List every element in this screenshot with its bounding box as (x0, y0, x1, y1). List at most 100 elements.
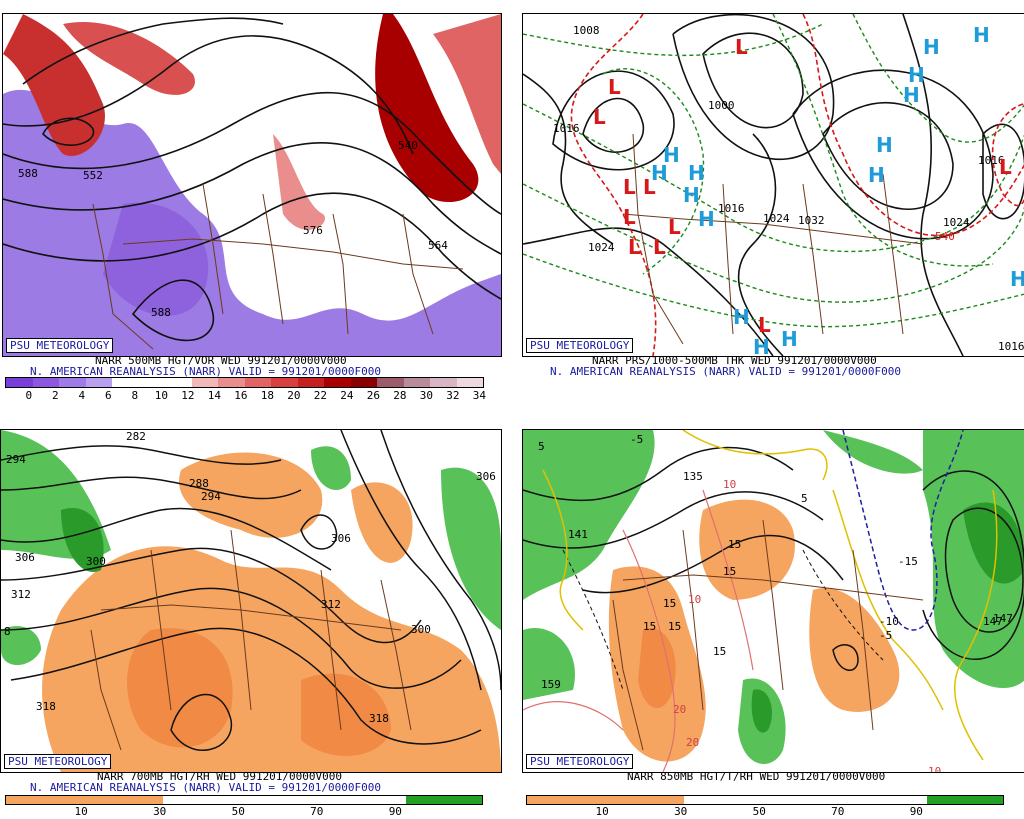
colorbar-tick-label: 70 (831, 805, 845, 818)
colorbar-tick-label: 10 (154, 389, 168, 402)
colorbar-tick-label: 8 (131, 389, 139, 402)
colorbar-swatch (377, 378, 404, 387)
low-pressure-marker: L (593, 105, 606, 129)
contour-label: 564 (428, 239, 448, 252)
colorbar-swatch (32, 378, 59, 387)
high-pressure-marker: H (688, 161, 705, 185)
colorbar-swatch (6, 378, 33, 387)
temperature-label: 10 (723, 478, 736, 491)
isobar-label: 1024 (588, 241, 615, 254)
high-pressure-marker: H (698, 207, 715, 231)
contour-label: 306 (331, 532, 351, 545)
high-pressure-marker: H (868, 163, 885, 187)
colorbar-tick-label: 50 (231, 805, 245, 818)
contour-label: 312 (321, 598, 341, 611)
contour-label: 318 (369, 712, 389, 725)
low-pressure-marker: L (628, 235, 641, 259)
panel-500mb-vorticity: 576 588 552 540 564 588 PSU METEOROLOGY … (0, 0, 512, 410)
low-pressure-marker: L (653, 235, 666, 259)
temperature-label: 5 (801, 492, 808, 505)
thickness-label: 540 (935, 230, 955, 243)
colorbar-swatch (350, 378, 377, 387)
map-700mb-humidity: 282 288 294 306 300 312 306 312 300 318 … (0, 429, 502, 773)
colorbar-tick-label: 30 (419, 389, 433, 402)
contour-label: 306 (15, 551, 35, 564)
temperature-label: -15 (898, 555, 918, 568)
low-pressure-marker: L (735, 35, 748, 59)
temperature-850-map-graphic: 135 141 147 159 -5 5 15 15 15 15 15 15 1… (523, 430, 1024, 772)
temperature-label: 20 (673, 703, 686, 716)
colorbar-tick-label: 70 (310, 805, 324, 818)
humidity-colorbar (526, 795, 1004, 805)
colorbar-tick-label: 0 (25, 389, 33, 402)
map-pressure-thickness: 1008 1016 1024 1000 1016 1024 1032 1024 … (522, 13, 1024, 357)
psu-meteorology-badge: PSU METEOROLOGY (4, 754, 112, 769)
humidity-scale-labels: 10 30 50 70 90 (5, 805, 481, 818)
high-pressure-marker: H (923, 35, 940, 59)
contour-label: 552 (83, 169, 103, 182)
temperature-label: 5 (538, 440, 545, 453)
vorticity-colorbar (5, 377, 484, 388)
contour-label: 588 (18, 167, 38, 180)
contour-label: 147 (993, 612, 1013, 625)
colorbar-tick-label: 32 (446, 389, 460, 402)
chart-subtitle: N. AMERICAN REANALYSIS (NARR) VALID = 99… (30, 365, 381, 378)
high-pressure-marker: H (876, 133, 893, 157)
low-pressure-marker: L (623, 175, 636, 199)
colorbar-tick-label: 2 (52, 389, 59, 402)
high-pressure-marker: H (1010, 267, 1024, 291)
contour-label: 294 (6, 453, 26, 466)
psu-meteorology-badge: PSU METEOROLOGY (526, 338, 634, 353)
temperature-label: -5 (879, 629, 892, 642)
colorbar-tick-label: 34 (472, 389, 486, 402)
colorbar-tick-label: 10 (74, 805, 88, 818)
low-pressure-marker: L (623, 205, 636, 229)
low-pressure-marker: L (608, 75, 621, 99)
isobar-label: 1016 (998, 340, 1024, 353)
colorbar-swatch (456, 378, 483, 387)
colorbar-tick-label: 50 (752, 805, 766, 818)
isobar-label: 1008 (573, 24, 600, 37)
colorbar-swatch (403, 378, 430, 387)
colorbar-swatch (138, 378, 165, 387)
high-pressure-marker: H (683, 183, 700, 207)
colorbar-tick-label: 26 (366, 389, 380, 402)
psu-meteorology-badge: PSU METEOROLOGY (526, 754, 634, 769)
contour-label: 159 (541, 678, 561, 691)
temperature-label: 15 (728, 538, 741, 551)
contour-label: 294 (201, 490, 221, 503)
humidity-700-map-graphic: 282 288 294 306 300 312 306 312 300 318 … (1, 430, 501, 772)
pressure-map-graphic: 1008 1016 1024 1000 1016 1024 1032 1024 … (523, 14, 1024, 356)
isobar-label: 1016 (553, 122, 580, 135)
low-pressure-marker: L (758, 313, 771, 337)
high-pressure-marker: H (651, 161, 668, 185)
colorbar-swatch (112, 378, 139, 387)
colorbar-swatch (191, 378, 218, 387)
contour-label: 300 (411, 623, 431, 636)
colorbar-tick-label: 24 (340, 389, 354, 402)
contour-label: 318 (36, 700, 56, 713)
vorticity-scale-labels: 0 2 4 6 8 10 12 14 16 18 20 22 24 26 28 30 32 34 (5, 389, 486, 402)
contour-label: 300 (86, 555, 106, 568)
contour-label: 540 (398, 139, 418, 152)
panel-700mb-humidity: 282 288 294 306 300 312 306 312 300 318 … (0, 412, 512, 819)
vorticity-map-graphic: 576 588 552 540 564 588 (3, 14, 501, 356)
high-pressure-marker: H (973, 23, 990, 47)
colorbar-tick-label: 22 (313, 389, 327, 402)
psu-meteorology-badge: PSU METEOROLOGY (6, 338, 114, 353)
high-pressure-marker: H (908, 63, 925, 87)
colorbar-swatch (244, 378, 271, 387)
isobar-label: 1000 (708, 99, 735, 112)
contour-label: 147 (983, 615, 1003, 628)
isobar-label: 1016 (978, 154, 1005, 167)
temperature-label: 15 (713, 645, 726, 658)
isobar-label: 1024 (943, 216, 970, 229)
contour-label: 312 (11, 588, 31, 601)
high-pressure-marker: H (753, 335, 770, 356)
chart-title: NARR 850MB HGT/T/RH WED 991201/0000V000 (627, 770, 886, 783)
colorbar-tick-label: 30 (153, 805, 167, 818)
high-pressure-marker: H (781, 327, 798, 351)
temperature-label: 15 (668, 620, 681, 633)
colorbar-swatch (59, 378, 86, 387)
isobar-label: 1024 (763, 212, 790, 225)
